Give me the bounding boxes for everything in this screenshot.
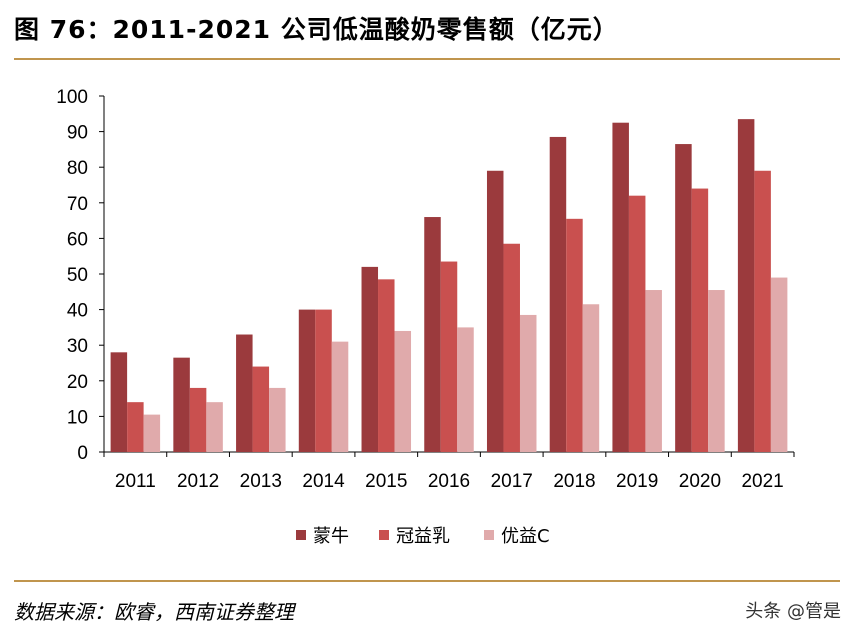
bar-优益C-2013 xyxy=(269,387,286,452)
y-tick-label: 50 xyxy=(67,265,88,286)
bar-冠益乳-2011 xyxy=(127,402,144,452)
bar-蒙牛-2017 xyxy=(486,170,504,452)
legend-label-冠益乳: 冠益乳 xyxy=(396,526,450,547)
bar-优益C-2011 xyxy=(143,414,161,452)
y-tick-label: 70 xyxy=(67,194,88,215)
bar-冠益乳-2020 xyxy=(691,188,709,452)
y-tick-label: 30 xyxy=(67,336,88,357)
legend-swatch-优益C xyxy=(484,530,494,540)
bar-蒙牛-2012 xyxy=(173,357,190,452)
x-tick-label: 2016 xyxy=(428,471,470,492)
x-tick-label: 2017 xyxy=(491,471,533,492)
bar-蒙牛-2011 xyxy=(110,352,128,452)
bar-优益C-2017 xyxy=(519,314,537,452)
bar-冠益乳-2016 xyxy=(440,261,458,452)
bar-冠益乳-2017 xyxy=(503,243,520,452)
bottom-divider xyxy=(14,580,840,582)
bar-冠益乳-2021 xyxy=(754,170,771,452)
bar-冠益乳-2019 xyxy=(628,195,646,452)
bar-蒙牛-2013 xyxy=(236,334,253,452)
bar-蒙牛-2019 xyxy=(612,122,629,452)
bar-蒙牛-2018 xyxy=(549,136,567,452)
legend-swatch-冠益乳 xyxy=(379,530,389,540)
bar-蒙牛-2015 xyxy=(361,266,379,452)
bar-chart: 0 10 20 30 40 50 60 70 80 90 100 2011 2012 2013 2014 20… xyxy=(56,87,795,547)
y-tick-label: 0 xyxy=(77,443,88,464)
legend-label-蒙牛: 蒙牛 xyxy=(313,526,349,547)
legend-label-优益C: 优益C xyxy=(501,526,550,547)
bar-冠益乳-2012 xyxy=(189,387,207,452)
watermark: 头条 @管是 xyxy=(745,601,841,622)
bar-蒙牛-2014 xyxy=(298,309,316,452)
bar-优益C-2016 xyxy=(457,327,474,452)
y-tick-label: 60 xyxy=(67,229,88,250)
bar-冠益乳-2018 xyxy=(566,218,583,452)
legend-swatch-蒙牛 xyxy=(296,530,306,540)
bar-优益C-2012 xyxy=(206,402,223,452)
bar-冠益乳-2013 xyxy=(252,366,270,452)
bar-蒙牛-2021 xyxy=(737,119,755,452)
x-tick-label: 2011 xyxy=(115,471,156,492)
x-tick-label: 2012 xyxy=(177,471,219,492)
x-tick-label: 2018 xyxy=(553,471,595,492)
x-tick-label: 2020 xyxy=(679,471,721,492)
bar-冠益乳-2014 xyxy=(315,309,332,452)
x-tick-label: 2013 xyxy=(240,471,282,492)
figure-title: 图 76：2011-2021 公司低温酸奶零售额（亿元） xyxy=(14,15,619,44)
bar-优益C-2021 xyxy=(770,277,788,452)
data-source-note: 数据来源：欧睿，西南证券整理 xyxy=(14,600,294,624)
bar-冠益乳-2015 xyxy=(378,279,395,452)
x-tick-label: 2015 xyxy=(365,471,407,492)
y-tick-label: 20 xyxy=(67,372,88,393)
bar-优益C-2015 xyxy=(394,330,412,452)
x-tick-label: 2019 xyxy=(616,471,658,492)
bar-蒙牛-2016 xyxy=(424,217,441,452)
y-tick-label: 90 xyxy=(67,123,88,144)
y-tick-label: 10 xyxy=(67,407,88,428)
x-tick-label: 2021 xyxy=(741,471,783,492)
x-tick-label: 2014 xyxy=(302,471,345,492)
bar-蒙牛-2020 xyxy=(675,144,692,452)
y-tick-label: 100 xyxy=(56,87,88,108)
bar-优益C-2014 xyxy=(331,341,349,452)
y-tick-label: 80 xyxy=(67,158,88,179)
bar-优益C-2018 xyxy=(582,304,600,452)
bar-优益C-2019 xyxy=(645,290,662,452)
bar-优益C-2020 xyxy=(708,290,725,452)
top-divider xyxy=(14,58,840,60)
y-tick-label: 40 xyxy=(67,301,88,322)
